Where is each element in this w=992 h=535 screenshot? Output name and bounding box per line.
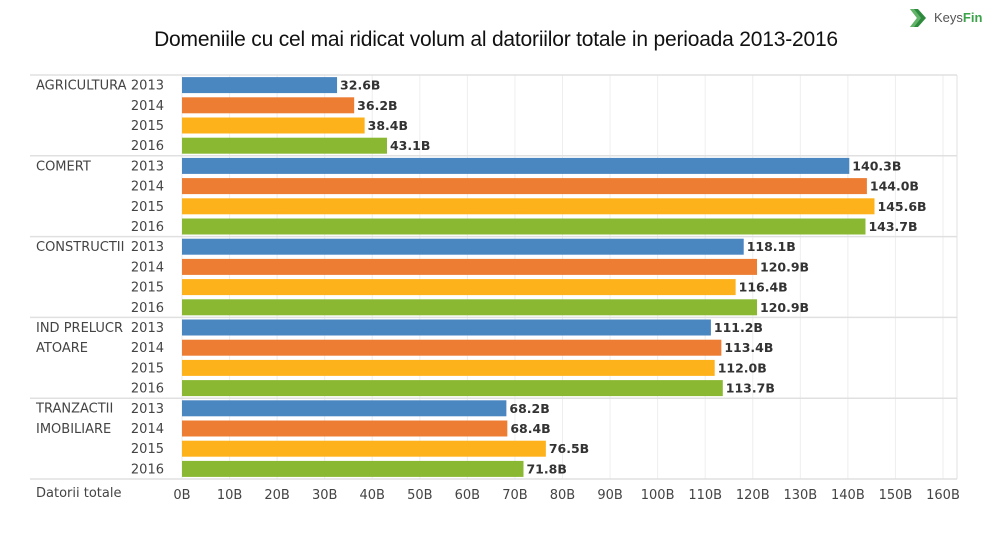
x-tick-label: 70B <box>502 488 527 503</box>
category-label: AGRICULTURA <box>36 79 127 94</box>
chart-title: Domeniile cu cel mai ridicat volum al da… <box>154 28 838 51</box>
year-label: 2013 <box>131 79 164 94</box>
x-tick-label: 90B <box>597 488 622 503</box>
category-label: ATOARE <box>36 341 88 356</box>
year-label: 2016 <box>131 462 164 477</box>
bar-comert-2015 <box>182 198 875 215</box>
x-tick-label: 140B <box>831 488 865 503</box>
year-label: 2015 <box>131 200 164 215</box>
x-tick-label: 50B <box>407 488 432 503</box>
x-tick-label: 130B <box>783 488 817 503</box>
x-tick-label: 110B <box>688 488 722 503</box>
year-label: 2016 <box>131 382 164 397</box>
bar-tranzactii-imobiliare-2015 <box>182 440 546 457</box>
x-tick-label: 160B <box>926 488 960 503</box>
bar-constructii-2014 <box>182 258 758 275</box>
labels: AGRICULTURA 2013 32.6B 2014 36.2B 2015 38.4B 20… <box>35 78 927 478</box>
bar-ind-prelucratoare-2014 <box>182 339 722 356</box>
year-label: 2015 <box>131 442 164 457</box>
year-label: 2014 <box>131 341 164 356</box>
bar-ind-prelucratoare-2013 <box>182 319 711 336</box>
bar-constructii-2016 <box>182 299 758 316</box>
value-label: 113.7B <box>726 381 775 396</box>
year-label: 2016 <box>131 220 164 235</box>
value-label: 32.6B <box>340 78 380 93</box>
year-label: 2015 <box>131 361 164 376</box>
year-label: 2015 <box>131 281 164 296</box>
bar-comert-2014 <box>182 178 867 195</box>
x-tick-label: 80B <box>550 488 575 503</box>
logo-text-accent: Fin <box>962 10 983 25</box>
category-label: IND PRELUCR <box>36 321 123 336</box>
x-axis-title: Datorii totale <box>36 486 121 501</box>
value-label: 71.8B <box>526 461 566 476</box>
x-tick-label: 120B <box>736 488 770 503</box>
x-tick-label: 100B <box>641 488 675 503</box>
bars <box>182 77 875 477</box>
value-label: 144.0B <box>870 179 919 194</box>
year-label: 2013 <box>131 402 164 417</box>
year-label: 2015 <box>131 119 164 134</box>
bar-ind-prelucratoare-2016 <box>182 380 723 397</box>
bar-ind-prelucratoare-2015 <box>182 359 715 376</box>
chevron-logo-icon <box>910 9 926 27</box>
year-label: 2016 <box>131 301 164 316</box>
logo-text-main: Keys <box>934 10 963 25</box>
year-label: 2014 <box>131 260 164 275</box>
bar-tranzactii-imobiliare-2016 <box>182 460 524 477</box>
value-label: 68.2B <box>509 401 549 416</box>
category-label: TRANZACTII <box>35 402 113 417</box>
x-tick-label: 0B <box>173 488 190 503</box>
category-label: IMOBILIARE <box>36 422 111 437</box>
value-label: 120.9B <box>760 259 809 274</box>
bar-agricultura-2014 <box>182 97 355 114</box>
year-label: 2013 <box>131 321 164 336</box>
group-separators <box>30 74 957 480</box>
value-label: 38.4B <box>368 118 408 133</box>
value-label: 36.2B <box>357 98 397 113</box>
value-label: 116.4B <box>739 280 788 295</box>
bar-agricultura-2016 <box>182 137 387 154</box>
bar-comert-2013 <box>182 157 850 174</box>
x-tick-label: 40B <box>360 488 385 503</box>
value-label: 118.1B <box>747 239 796 254</box>
x-tick-label: 150B <box>879 488 913 503</box>
value-label: 76.5B <box>549 441 589 456</box>
year-label: 2014 <box>131 422 164 437</box>
value-label: 120.9B <box>760 300 809 315</box>
keysfin-logo: KeysFin <box>908 6 992 30</box>
year-label: 2013 <box>131 240 164 255</box>
value-label: 111.2B <box>714 320 763 335</box>
year-label: 2016 <box>131 139 164 154</box>
bar-constructii-2015 <box>182 279 736 296</box>
logo-text: KeysFin <box>934 10 982 25</box>
bar-constructii-2013 <box>182 238 744 255</box>
year-label: 2013 <box>131 159 164 174</box>
x-tick-label: 10B <box>217 488 242 503</box>
x-tick-label: 30B <box>312 488 337 503</box>
bar-tranzactii-imobiliare-2014 <box>182 420 508 437</box>
x-tick-label: 20B <box>264 488 289 503</box>
bar-comert-2016 <box>182 218 866 235</box>
bar-agricultura-2015 <box>182 117 365 134</box>
value-label: 112.0B <box>718 360 767 375</box>
category-label: CONSTRUCTII <box>36 240 124 255</box>
category-label: COMERT <box>36 159 91 174</box>
x-tick-label: 60B <box>455 488 480 503</box>
value-label: 43.1B <box>390 138 430 153</box>
year-label: 2014 <box>131 180 164 195</box>
value-label: 145.6B <box>878 199 927 214</box>
value-label: 143.7B <box>868 219 917 234</box>
bar-agricultura-2013 <box>182 77 338 94</box>
value-label: 113.4B <box>724 340 773 355</box>
bar-tranzactii-imobiliare-2013 <box>182 400 507 417</box>
year-label: 2014 <box>131 99 164 114</box>
x-axis: Datorii totale 0B 10B 20B 30B 40B 50B 60B 70B 80… <box>36 486 960 503</box>
value-label: 140.3B <box>852 158 901 173</box>
gridlines <box>181 75 958 479</box>
value-label: 68.4B <box>510 421 550 436</box>
